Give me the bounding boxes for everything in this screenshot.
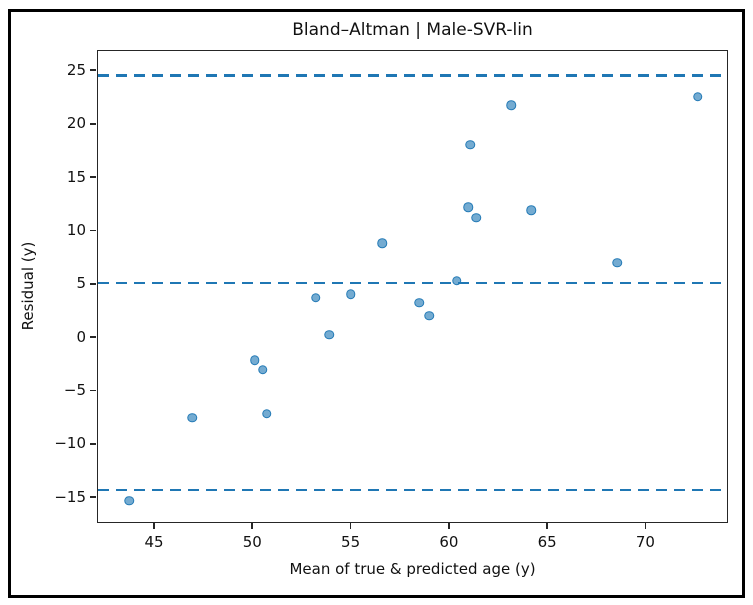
y-tick-label: 5 [76,274,86,293]
scatter-point [692,91,703,102]
x-tick-label: 65 [537,533,557,551]
y-tick-mark [90,496,96,499]
x-tick-mark [644,523,647,529]
reference-line-upper-limit-of-agreement [98,74,727,77]
x-axis-label: Mean of true & predicted age (y) [289,560,536,578]
x-tick-label: 50 [242,533,262,551]
scatter-point [506,100,517,110]
scatter-point [124,495,135,506]
scatter-point [465,139,476,150]
y-tick-label: 0 [76,327,86,346]
y-tick-label: 20 [66,114,86,133]
y-axis-label: Residual (y) [19,241,37,331]
y-tick-label: −5 [63,381,86,400]
chart-title: Bland–Altman | Male-SVR-lin [292,20,533,40]
x-tick-label: 55 [341,533,361,551]
scatter-point [250,355,260,366]
scatter-point [346,289,356,300]
y-tick-mark [90,282,96,285]
x-tick-mark [349,523,352,529]
scatter-point [424,310,434,321]
scatter-point [471,213,481,223]
y-tick-mark [90,389,96,392]
scatter-point [526,205,536,216]
y-tick-mark [90,443,96,445]
x-tick-mark [153,523,155,529]
scatter-point [451,275,462,286]
y-tick-mark [90,176,96,178]
scatter-point [414,298,425,308]
y-tick-mark [90,229,96,232]
y-tick-mark [90,69,96,72]
scatter-point [310,292,321,303]
y-tick-mark [90,122,96,125]
y-tick-label: −15 [54,487,86,506]
x-tick-mark [251,523,254,529]
reference-line-mean-bias [98,281,727,284]
x-tick-label: 60 [439,533,459,551]
y-tick-label: 25 [66,60,86,79]
scatter-point [187,413,197,423]
y-tick-mark [90,336,96,339]
scatter-point [261,408,272,419]
scatter-point [324,330,334,340]
scatter-point [377,238,387,249]
y-tick-label: −10 [54,434,86,453]
x-tick-mark [447,523,450,529]
x-tick-mark [546,523,549,529]
scatter-point [257,365,268,375]
reference-line-lower-limit-of-agreement [98,488,727,492]
plot-area [97,50,728,523]
x-tick-label: 70 [635,533,655,551]
scatter-point [612,257,623,268]
scatter-point [463,202,474,213]
y-tick-label: 15 [66,167,86,186]
x-tick-label: 45 [144,533,164,551]
y-tick-label: 10 [66,220,86,239]
